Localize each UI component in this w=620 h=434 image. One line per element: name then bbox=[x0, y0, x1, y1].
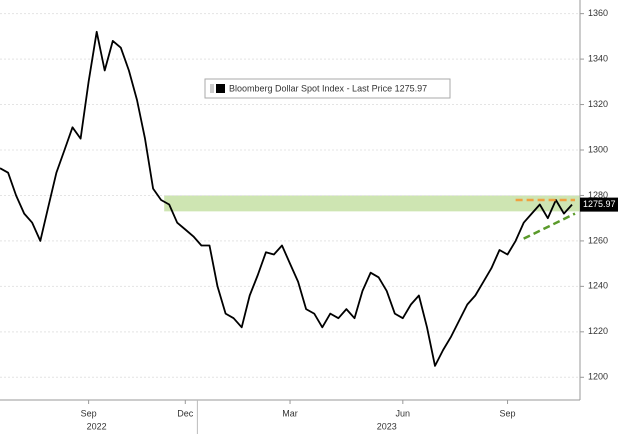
y-tick-label: 1360 bbox=[588, 8, 608, 18]
y-tick-label: 1340 bbox=[588, 53, 608, 63]
last-price-tag bbox=[580, 197, 618, 212]
legend-swatch bbox=[210, 84, 214, 93]
y-tick-label: 1200 bbox=[588, 372, 608, 382]
x-tick-label: Sep bbox=[500, 408, 516, 418]
y-tick-label: 1240 bbox=[588, 281, 608, 291]
y-tick-label: 1260 bbox=[588, 235, 608, 245]
x-tick-label: Sep bbox=[81, 408, 97, 418]
legend-label: Bloomberg Dollar Spot Index - Last Price… bbox=[229, 83, 427, 93]
highlight-band bbox=[164, 195, 580, 212]
y-tick-label: 1220 bbox=[588, 326, 608, 336]
year-label: 2023 bbox=[377, 421, 397, 431]
trend-line bbox=[523, 212, 576, 240]
x-tick-label: Jun bbox=[396, 408, 411, 418]
price-line bbox=[0, 30, 573, 367]
y-tick-label: 1320 bbox=[588, 99, 608, 109]
x-tick-label: Mar bbox=[282, 408, 298, 418]
last-price-label: 1275.97 bbox=[583, 199, 616, 209]
legend-box bbox=[204, 78, 451, 99]
x-tick-label: Dec bbox=[177, 408, 194, 418]
y-tick-label: 1280 bbox=[588, 190, 608, 200]
legend-swatch bbox=[216, 84, 225, 93]
year-label: 2022 bbox=[87, 421, 107, 431]
y-tick-label: 1300 bbox=[588, 144, 608, 154]
